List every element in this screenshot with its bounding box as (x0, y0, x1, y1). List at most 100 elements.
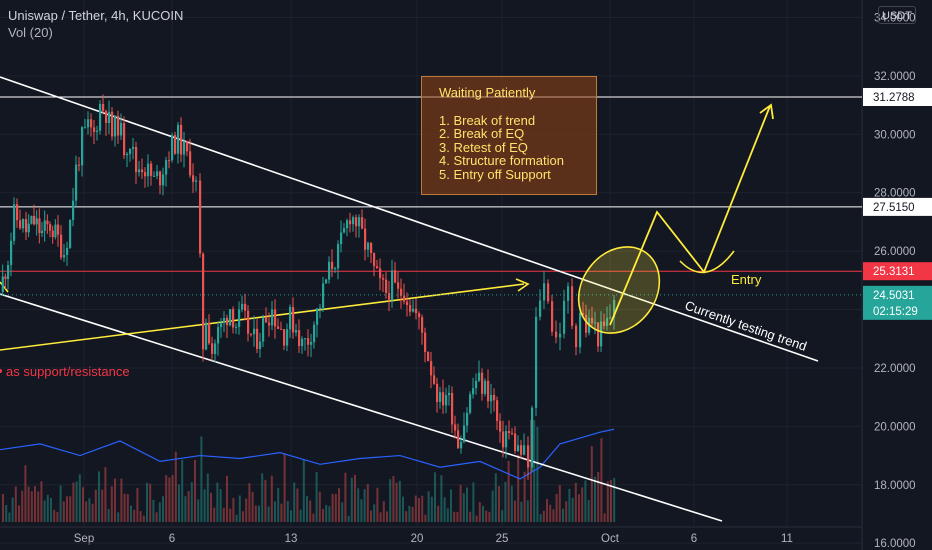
volume-bar (91, 503, 94, 522)
candle-body (120, 123, 123, 136)
volume-bar (542, 510, 545, 522)
candle-body (162, 174, 165, 186)
volume-bar (488, 511, 491, 522)
candle-body (174, 135, 177, 154)
volume-bar (485, 510, 488, 522)
volume-bar (219, 489, 222, 522)
volume-bar (152, 499, 155, 522)
candle-body (144, 172, 147, 177)
volume-bar (440, 475, 443, 522)
candle-body (43, 220, 46, 231)
volume-bar (520, 501, 523, 522)
volume-bar (11, 497, 14, 522)
candle-body (493, 394, 496, 401)
volume-bar (18, 505, 20, 522)
candle-body (72, 200, 75, 220)
trendline-lower (0, 293, 723, 522)
candle-body (594, 322, 597, 324)
volume-bar (283, 453, 286, 522)
volume-bar (315, 472, 318, 522)
candle-body (22, 218, 25, 229)
y-tick-label: 22.0000 (874, 363, 916, 375)
candle-body (186, 141, 189, 152)
volume-bar (379, 512, 382, 522)
volume-bar (66, 496, 68, 522)
candle-body (531, 407, 534, 468)
volume-bar (507, 460, 510, 522)
candle-body (472, 388, 475, 395)
volume-bar (302, 459, 305, 522)
volume-bar (21, 490, 24, 522)
volume-bar (245, 498, 248, 522)
candle-body (129, 148, 132, 154)
candle-body (238, 309, 241, 327)
candle-body (543, 283, 546, 301)
candle-body (409, 305, 412, 312)
volume-bar (376, 487, 379, 522)
candle-body (1, 276, 4, 293)
candle-body (379, 268, 382, 279)
volume-bar (296, 488, 299, 522)
candle-body (313, 324, 316, 343)
candle-body (424, 332, 427, 352)
candle-body (138, 169, 141, 173)
volume-bar (510, 485, 513, 522)
candle-body (180, 124, 183, 155)
volume-bar (72, 482, 75, 522)
candle-body (490, 394, 493, 402)
note-box: Waiting Patiently 1. Break of trend 2. B… (421, 76, 597, 195)
candle-body (49, 224, 52, 231)
candle-body (241, 303, 244, 310)
candle-body (247, 310, 250, 334)
volume-bar (382, 501, 385, 522)
candle-body (358, 217, 361, 227)
candle-body (41, 230, 44, 234)
candle-body (38, 218, 41, 234)
volume-bar (274, 501, 276, 522)
volume-bar (149, 483, 152, 522)
candle-body (226, 317, 229, 326)
candle-body (551, 301, 554, 332)
candle-body (427, 351, 430, 362)
volume-bar (366, 484, 369, 522)
candle-body (307, 338, 310, 345)
volume-bar (162, 496, 164, 522)
volume-bar (75, 481, 78, 522)
candle-body (585, 314, 588, 333)
candle-body (159, 171, 162, 186)
candle-body (316, 308, 319, 325)
candle-body (57, 224, 60, 235)
candle-body (367, 242, 370, 250)
candle-body (81, 127, 84, 166)
level-tag-text: 25.3131 (873, 266, 915, 278)
currency-button[interactable]: USDT (878, 6, 916, 24)
candle-body (499, 421, 502, 432)
volume-bar (318, 491, 321, 522)
candle-body (33, 215, 36, 225)
volume-bar (5, 505, 8, 522)
candle-body (277, 326, 280, 329)
volume-bar (53, 509, 56, 522)
y-tick-label: 34.0000 (874, 13, 916, 25)
price-axis-level-label: 25.3131 (863, 262, 932, 281)
note-item: 2. Break of EQ (439, 126, 525, 142)
candle-body (361, 217, 364, 229)
candle-body (484, 380, 487, 394)
volume-bar (498, 486, 500, 522)
y-tick-label: 20.0000 (874, 421, 916, 433)
candle-body (105, 110, 108, 124)
note-title: Waiting Patiently (439, 85, 536, 100)
candle-body (397, 282, 400, 289)
x-tick-label: 11 (781, 533, 793, 545)
candle-body (310, 342, 313, 345)
volume-bar (40, 481, 43, 522)
candle-body (35, 218, 38, 225)
volume-bar (277, 488, 280, 522)
volume-bar (30, 491, 33, 522)
candle-body (454, 424, 457, 431)
volume-bar (190, 482, 193, 522)
candle-body (373, 253, 376, 267)
volume-bar (136, 487, 139, 522)
volume-bar (27, 486, 30, 522)
candle-body (135, 146, 138, 173)
